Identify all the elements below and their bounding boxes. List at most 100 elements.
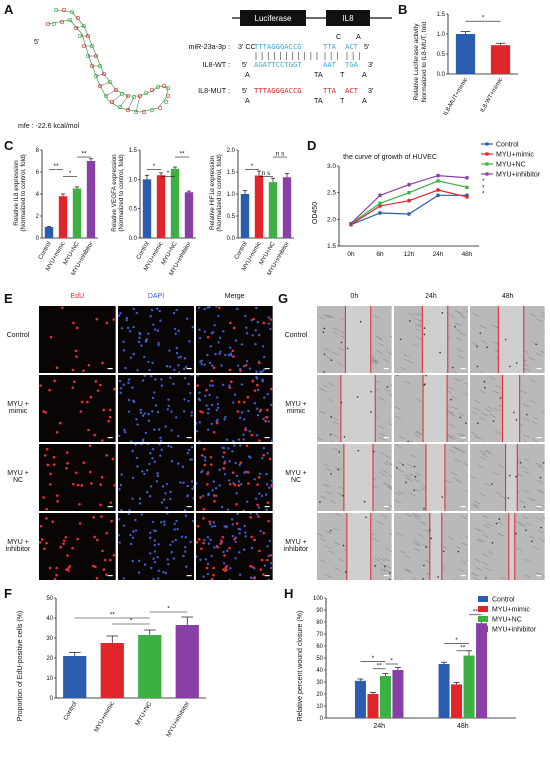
cell-nucleus bbox=[253, 478, 257, 481]
cell-texture bbox=[415, 430, 422, 435]
cell-nucleus bbox=[157, 444, 161, 446]
series-point bbox=[436, 174, 440, 178]
cell-texture bbox=[378, 432, 385, 436]
edu-cell bbox=[238, 400, 241, 404]
cell-dot bbox=[477, 422, 479, 425]
sig-label: * bbox=[390, 658, 393, 665]
bar bbox=[138, 635, 162, 698]
edu-cell bbox=[256, 503, 260, 507]
cell-nucleus bbox=[175, 308, 178, 312]
cell-texture bbox=[412, 542, 419, 546]
edu-cell bbox=[71, 368, 75, 372]
cell-texture bbox=[541, 351, 545, 354]
cell-nucleus bbox=[198, 397, 201, 401]
cell-texture bbox=[415, 542, 422, 547]
base-pair-line bbox=[99, 81, 111, 87]
cell-nucleus bbox=[190, 445, 193, 449]
cell-nucleus bbox=[233, 444, 236, 447]
panel-a: 5' mfe : -22.6 kcal/mol Luciferase IL8 m… bbox=[18, 7, 392, 130]
cell-nucleus bbox=[226, 438, 229, 441]
edu-cell bbox=[266, 558, 269, 562]
nucleotide-dot bbox=[81, 23, 87, 29]
cell-nucleus bbox=[215, 306, 218, 308]
mut-below-t: T bbox=[340, 96, 345, 105]
cell-nucleus bbox=[117, 534, 120, 537]
cell-texture bbox=[458, 448, 465, 452]
cell-nucleus bbox=[158, 454, 162, 457]
cell-nucleus bbox=[263, 355, 266, 359]
row-label-1: MYU + mimic bbox=[285, 400, 307, 415]
cell-dot bbox=[423, 333, 425, 336]
edu-cell bbox=[88, 444, 92, 448]
cell-nucleus bbox=[226, 549, 229, 553]
cell-texture bbox=[411, 513, 418, 517]
cell-texture bbox=[460, 542, 468, 546]
cell-nucleus bbox=[155, 480, 158, 483]
edu-cell bbox=[96, 538, 99, 542]
cell-nucleus bbox=[122, 349, 125, 352]
cell-texture bbox=[454, 377, 461, 382]
mut-3-end: 3' bbox=[368, 86, 374, 95]
cell-nucleus bbox=[237, 527, 241, 531]
x-tick-label: 6h bbox=[376, 251, 384, 258]
cell-nucleus bbox=[138, 332, 142, 336]
panel-c-chart-1: Relative IL8 expression (Normalized to co… bbox=[13, 148, 98, 277]
edu-cell bbox=[105, 453, 109, 457]
cell-nucleus bbox=[174, 416, 178, 419]
cell-nucleus bbox=[243, 548, 246, 551]
cell-nucleus bbox=[220, 364, 224, 367]
row-label-3: MYU + inhibitor bbox=[283, 538, 309, 553]
cell-nucleus bbox=[207, 407, 211, 411]
nucleotide-dot bbox=[149, 107, 155, 113]
y-tick-label: 30 bbox=[316, 680, 323, 686]
cell-texture bbox=[494, 430, 502, 435]
base-pair-line bbox=[111, 93, 123, 103]
edu-cell bbox=[61, 306, 64, 310]
cell-texture bbox=[530, 378, 537, 383]
cell-texture bbox=[480, 389, 487, 394]
y-tick-label: 0 bbox=[36, 236, 40, 242]
cell-nucleus bbox=[196, 555, 198, 558]
cell-texture bbox=[500, 576, 508, 580]
cell-texture bbox=[476, 566, 483, 571]
edu-cell bbox=[74, 349, 78, 353]
cell-nucleus bbox=[207, 492, 211, 495]
scale-bar bbox=[383, 368, 389, 370]
cell-nucleus bbox=[171, 540, 174, 543]
cell-nucleus bbox=[239, 573, 242, 576]
cell-texture bbox=[460, 440, 464, 442]
nucleotide-dot bbox=[51, 21, 57, 27]
cell-nucleus bbox=[251, 546, 254, 550]
cell-nucleus bbox=[123, 430, 126, 434]
cell-nucleus bbox=[182, 410, 186, 413]
cell-nucleus bbox=[177, 329, 180, 333]
cell-texture bbox=[541, 314, 545, 318]
cell-nucleus bbox=[131, 536, 134, 540]
cell-dot bbox=[384, 565, 386, 568]
cell-nucleus bbox=[144, 431, 147, 435]
cell-texture bbox=[414, 488, 421, 493]
cell-nucleus bbox=[129, 440, 133, 442]
y-tick-label: 40 bbox=[46, 616, 53, 622]
cell-texture bbox=[456, 433, 464, 438]
cell-nucleus bbox=[127, 509, 131, 511]
cell-nucleus bbox=[179, 355, 182, 358]
cell-dot bbox=[395, 467, 398, 469]
cell-texture bbox=[451, 406, 458, 410]
cell-nucleus bbox=[231, 518, 234, 521]
edu-cell bbox=[87, 363, 91, 367]
cell-texture bbox=[484, 449, 492, 454]
mir-label: miR-23a-3p : bbox=[188, 42, 230, 51]
micrograph-tile bbox=[317, 444, 392, 511]
cell-nucleus bbox=[261, 370, 265, 373]
edu-cell bbox=[228, 386, 232, 389]
sig-label: * bbox=[482, 178, 485, 185]
cell-texture bbox=[452, 446, 459, 450]
bar bbox=[282, 177, 292, 238]
wound-area bbox=[422, 306, 448, 373]
cell-dot bbox=[413, 465, 416, 468]
panel-letter-e: E bbox=[4, 291, 13, 306]
edu-cell bbox=[224, 569, 228, 572]
scale-bar bbox=[186, 575, 192, 577]
y-tick-label: 1.5 bbox=[129, 148, 138, 154]
